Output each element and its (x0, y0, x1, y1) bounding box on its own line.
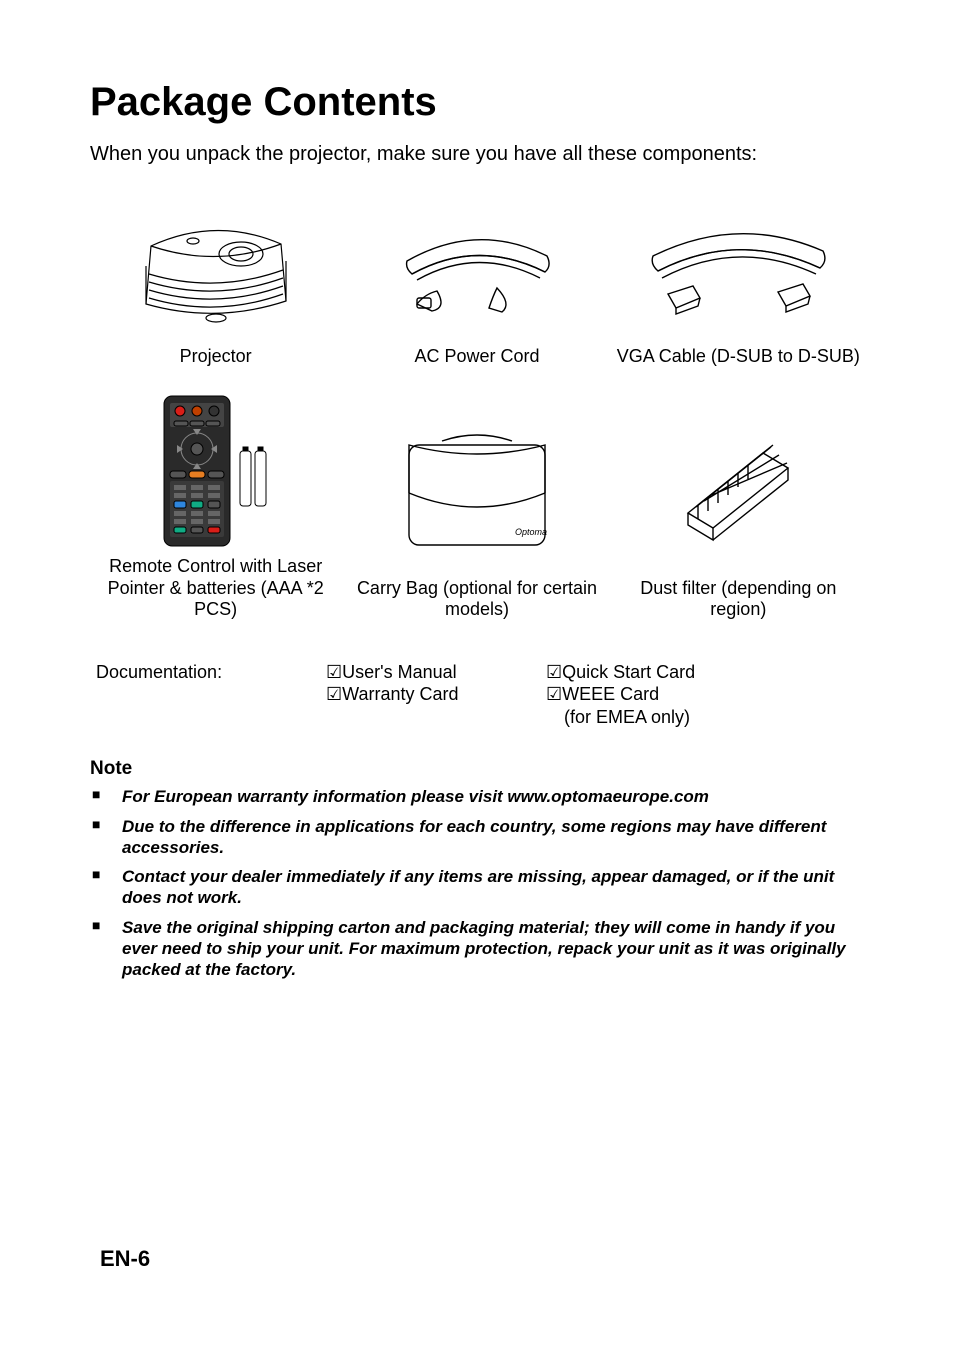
documentation-col1: ☑User's Manual ☑Warranty Card (326, 661, 546, 729)
checkbox-icon: ☑ (326, 684, 342, 704)
checkbox-icon: ☑ (546, 684, 562, 704)
checkbox-icon: ☑ (326, 662, 342, 682)
item-power-cord: AC Power Cord (351, 196, 602, 368)
item-label: Projector (180, 346, 252, 368)
projector-icon (121, 206, 311, 336)
note-item: Save the original shipping carton and pa… (118, 917, 864, 981)
contents-grid: Projector AC Power Cord (90, 196, 864, 621)
doc-item-text: WEEE Card (562, 684, 659, 704)
doc-item-text: Warranty Card (342, 684, 458, 704)
item-remote: Remote Control with Laser Pointer & batt… (90, 386, 341, 621)
item-vga-cable: VGA Cable (D-SUB to D-SUB) (613, 196, 864, 368)
item-label: AC Power Cord (414, 346, 539, 368)
remote-icon (156, 391, 276, 551)
checkbox-icon: ☑ (546, 662, 562, 682)
item-label: Carry Bag (optional for certain models) (351, 578, 602, 621)
note-item: Contact your dealer immediately if any i… (118, 866, 864, 909)
item-label: Dust filter (depending on region) (613, 578, 864, 621)
item-dust-filter: Dust filter (depending on region) (613, 386, 864, 621)
item-label: VGA Cable (D-SUB to D-SUB) (617, 346, 860, 368)
documentation-row: Documentation: ☑User's Manual ☑Warranty … (96, 661, 864, 729)
documentation-label: Documentation: (96, 661, 326, 729)
note-item: For European warranty information please… (118, 786, 864, 807)
dust-filter-icon (668, 433, 808, 553)
notes-list: For European warranty information please… (90, 786, 864, 980)
page-title: Package Contents (90, 80, 864, 125)
item-projector: Projector (90, 196, 341, 368)
note-heading: Note (90, 758, 864, 780)
intro-text: When you unpack the projector, make sure… (90, 143, 864, 166)
item-carry-bag: Optoma Carry Bag (optional for certain m… (351, 386, 602, 621)
documentation-col2: ☑Quick Start Card ☑WEEE Card (for EMEA o… (546, 661, 864, 729)
page-number: EN-6 (100, 1246, 150, 1272)
svg-text:Optoma: Optoma (515, 527, 547, 537)
item-label: Remote Control with Laser Pointer & batt… (90, 556, 341, 621)
vga-cable-icon (628, 216, 848, 326)
note-item: Due to the difference in applications fo… (118, 816, 864, 859)
doc-item-text: Quick Start Card (562, 662, 695, 682)
carry-bag-icon: Optoma (387, 423, 567, 563)
power-cord-icon (377, 216, 577, 326)
doc-item-extra: (for EMEA only) (546, 706, 864, 729)
doc-item-text: User's Manual (342, 662, 456, 682)
